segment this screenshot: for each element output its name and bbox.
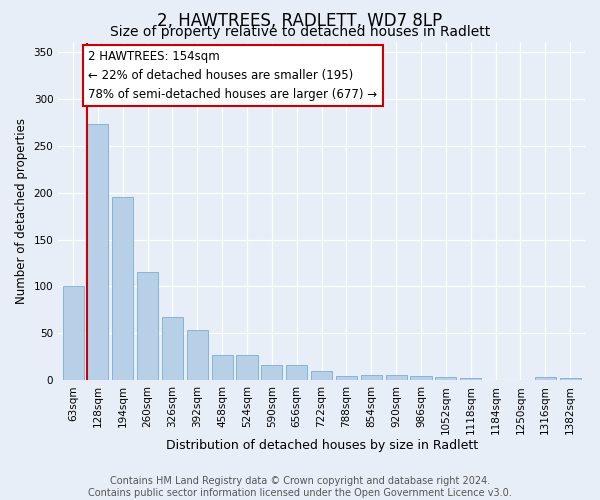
Text: Contains HM Land Registry data © Crown copyright and database right 2024.
Contai: Contains HM Land Registry data © Crown c… — [88, 476, 512, 498]
Bar — [535, 376, 556, 380]
Bar — [311, 371, 332, 380]
Bar — [460, 378, 481, 380]
Bar — [62, 286, 83, 380]
Y-axis label: Number of detached properties: Number of detached properties — [15, 118, 28, 304]
Bar — [286, 366, 307, 380]
Bar — [88, 124, 109, 380]
Text: Size of property relative to detached houses in Radlett: Size of property relative to detached ho… — [110, 25, 490, 39]
Bar — [162, 318, 183, 380]
Bar — [560, 378, 581, 380]
Bar — [262, 366, 283, 380]
Bar — [112, 198, 133, 380]
Bar — [236, 355, 257, 380]
Bar — [336, 376, 357, 380]
Bar — [137, 272, 158, 380]
Text: 2 HAWTREES: 154sqm
← 22% of detached houses are smaller (195)
78% of semi-detach: 2 HAWTREES: 154sqm ← 22% of detached hou… — [88, 50, 377, 101]
Bar — [435, 376, 457, 380]
Bar — [187, 330, 208, 380]
X-axis label: Distribution of detached houses by size in Radlett: Distribution of detached houses by size … — [166, 440, 478, 452]
Bar — [212, 355, 233, 380]
Text: 2, HAWTREES, RADLETT, WD7 8LP: 2, HAWTREES, RADLETT, WD7 8LP — [157, 12, 443, 30]
Bar — [386, 374, 407, 380]
Bar — [410, 376, 431, 380]
Bar — [361, 374, 382, 380]
